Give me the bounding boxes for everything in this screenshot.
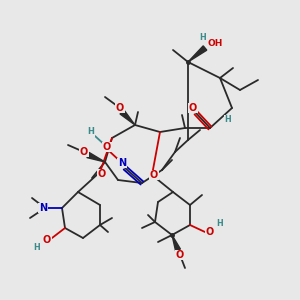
Text: H: H — [200, 34, 206, 43]
Text: H: H — [225, 116, 231, 124]
Text: OH: OH — [207, 38, 223, 47]
Polygon shape — [172, 235, 180, 251]
Text: O: O — [189, 103, 197, 113]
Text: O: O — [80, 147, 88, 157]
Text: O: O — [206, 227, 214, 237]
Text: H: H — [217, 220, 224, 229]
Polygon shape — [188, 46, 207, 62]
Text: N: N — [118, 158, 126, 168]
Text: H: H — [88, 128, 94, 136]
Text: O: O — [103, 142, 111, 152]
Text: O: O — [43, 235, 51, 245]
Text: N: N — [39, 203, 47, 213]
Text: O: O — [116, 103, 124, 113]
Text: H: H — [34, 244, 40, 253]
Text: O: O — [98, 169, 106, 179]
Text: O: O — [176, 250, 184, 260]
Polygon shape — [120, 110, 135, 125]
Text: O: O — [150, 170, 158, 180]
Polygon shape — [87, 152, 105, 162]
